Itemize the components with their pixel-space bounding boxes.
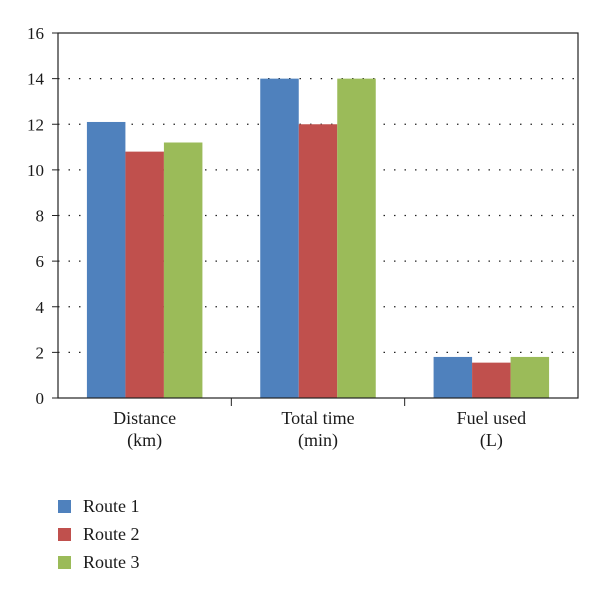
y-tick-label: 2: [36, 343, 45, 362]
bar: [86, 121, 126, 398]
bars: [86, 78, 550, 398]
x-category-label: (L): [480, 430, 503, 451]
legend-swatch-route-1: [58, 499, 71, 513]
y-tick-label: 0: [36, 389, 45, 408]
legend-item-route-2: Route 2: [58, 520, 140, 548]
legend-swatch-route-3: [58, 555, 71, 569]
bar: [433, 356, 473, 398]
y-tick-label: 8: [36, 207, 45, 226]
bar: [163, 142, 203, 398]
y-tick-label: 6: [36, 252, 45, 271]
y-tick-label: 16: [27, 24, 44, 43]
legend: Route 1 Route 2 Route 3: [58, 492, 140, 576]
y-tick-label: 12: [27, 115, 44, 134]
legend-swatch-route-2: [58, 527, 71, 541]
legend-item-route-3: Route 3: [58, 548, 140, 576]
x-axis-labels: Distance(km) Total time(min) Fuel used(L): [113, 408, 526, 451]
x-category-label: Total time: [281, 408, 354, 428]
x-category-label: (km): [127, 430, 162, 451]
bar: [298, 124, 338, 398]
y-tick-label: 10: [27, 161, 44, 180]
y-tick-label: 4: [36, 298, 45, 317]
x-category-label: (min): [298, 430, 338, 451]
y-tick-label: 14: [27, 70, 45, 89]
bar: [472, 362, 511, 398]
legend-label-route-2: Route 2: [83, 523, 140, 544]
legend-label-route-3: Route 3: [83, 551, 140, 572]
x-category-label: Fuel used: [457, 408, 527, 428]
bar: [510, 356, 550, 398]
legend-item-route-1: Route 1: [58, 492, 140, 520]
y-axis-ticks: 0 2 4 6 8 10 12 14 16: [27, 24, 58, 408]
bar: [260, 78, 299, 398]
bar-chart: 0 2 4 6 8 10 12 14 16 Distance(km) Total time(min…: [27, 24, 579, 451]
bar: [125, 151, 164, 398]
x-category-label: Distance: [113, 408, 176, 428]
legend-label-route-1: Route 1: [83, 495, 140, 516]
bar: [337, 78, 376, 398]
